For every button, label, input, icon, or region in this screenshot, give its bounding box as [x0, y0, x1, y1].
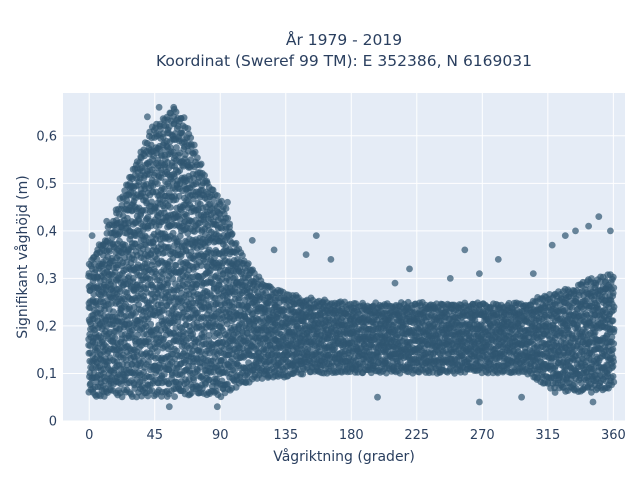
data-point-outlier — [166, 403, 173, 410]
data-point-outlier — [170, 104, 177, 111]
data-point-outlier — [313, 232, 320, 239]
data-point-outlier — [476, 270, 483, 277]
data-point-outlier — [461, 247, 468, 254]
y-tick-labels: 0 0,1 0,2 0,3 0,4 0,5 0,6 — [36, 129, 57, 429]
data-point — [610, 284, 617, 291]
data-point-outlier — [562, 232, 569, 239]
data-point-outlier — [595, 213, 602, 220]
data-point — [198, 161, 205, 168]
data-point — [610, 346, 617, 353]
chart-title-line1: År 1979 - 2019 — [286, 30, 402, 49]
x-tick-label: 135 — [273, 428, 298, 443]
y-tick-label: 0,2 — [36, 319, 57, 334]
data-point — [610, 373, 617, 380]
data-point — [229, 231, 236, 238]
data-point-outlier — [328, 256, 335, 263]
data-point — [223, 205, 230, 212]
data-point-outlier — [495, 256, 502, 263]
data-point-outlier — [590, 399, 597, 406]
data-point — [611, 326, 618, 333]
data-point-outlier — [572, 228, 579, 235]
x-tick-label: 315 — [535, 428, 560, 443]
data-point-outlier — [549, 242, 556, 249]
x-tick-label: 270 — [470, 428, 495, 443]
data-point — [191, 142, 198, 149]
data-point-outlier — [156, 104, 163, 111]
data-point-outlier — [374, 394, 381, 401]
y-tick-label: 0,3 — [36, 272, 57, 287]
data-point-outlier — [607, 228, 614, 235]
data-point — [147, 321, 154, 328]
data-point-outlier — [406, 266, 413, 273]
data-point-outlier — [585, 223, 592, 230]
x-tick-labels: 0 45 90 135 180 225 270 315 360 — [85, 428, 626, 443]
x-tick-label: 45 — [146, 428, 163, 443]
data-point-outlier — [89, 232, 96, 239]
data-point-outlier — [530, 270, 537, 277]
data-point — [171, 393, 178, 400]
data-point-outlier — [224, 199, 231, 206]
data-point — [152, 268, 159, 275]
data-point — [194, 154, 201, 161]
data-point-outlier — [518, 394, 525, 401]
data-point-outlier — [144, 113, 151, 120]
y-tick-label: 0,6 — [36, 129, 57, 144]
data-point — [218, 198, 225, 205]
data-point-outlier — [303, 251, 310, 258]
data-point — [214, 192, 221, 199]
x-tick-label: 360 — [601, 428, 626, 443]
data-point — [245, 260, 252, 267]
x-tick-label: 225 — [404, 428, 429, 443]
data-point-outlier — [392, 280, 399, 287]
data-point — [201, 172, 208, 179]
data-point-outlier — [127, 180, 134, 187]
y-tick-label: 0,1 — [36, 367, 57, 382]
x-tick-label: 0 — [85, 428, 93, 443]
data-point — [181, 114, 188, 121]
y-tick-label: 0,5 — [36, 177, 57, 192]
y-tick-label: 0 — [49, 415, 57, 430]
data-point — [611, 304, 618, 311]
data-point-outlier — [271, 247, 278, 254]
data-point — [610, 340, 617, 347]
data-point — [610, 274, 617, 281]
data-point-outlier — [214, 403, 221, 410]
data-point-outlier — [249, 237, 256, 244]
data-point-outlier — [552, 389, 559, 396]
data-point — [610, 317, 617, 324]
data-point-outlier — [476, 399, 483, 406]
data-point — [610, 354, 617, 361]
data-point — [192, 149, 199, 156]
data-point-outlier — [103, 218, 110, 225]
x-tick-label: 180 — [339, 428, 364, 443]
x-tick-label: 90 — [212, 428, 229, 443]
data-point — [167, 204, 174, 211]
y-tick-label: 0,4 — [36, 224, 57, 239]
data-point-outlier — [447, 275, 454, 282]
data-point — [187, 134, 194, 141]
data-point — [226, 221, 233, 228]
